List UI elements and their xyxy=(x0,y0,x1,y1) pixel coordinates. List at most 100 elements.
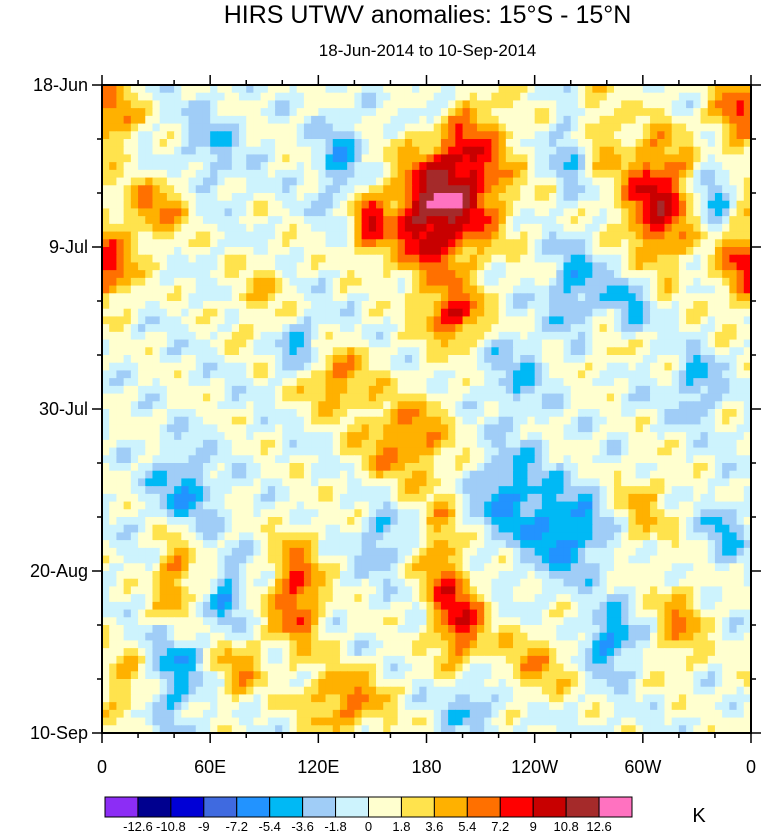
heatmap-cell xyxy=(577,154,586,163)
heatmap-cell xyxy=(498,177,507,186)
heatmap-cell xyxy=(613,185,622,194)
heatmap-cell xyxy=(404,486,413,495)
heatmap-cell xyxy=(491,123,500,132)
heatmap-cell xyxy=(267,493,276,503)
heatmap-cell xyxy=(130,486,139,495)
heatmap-cell xyxy=(231,470,240,480)
heatmap-cell xyxy=(202,439,211,449)
heatmap-cell xyxy=(253,470,262,480)
heatmap-cell xyxy=(433,277,442,287)
heatmap-cell xyxy=(347,355,355,364)
heatmap-cell xyxy=(267,131,276,140)
heatmap-cell xyxy=(462,262,471,271)
heatmap-cell xyxy=(592,501,601,510)
heatmap-cell xyxy=(577,293,586,302)
heatmap-cell xyxy=(145,355,154,364)
heatmap-cell xyxy=(729,169,738,179)
heatmap-cell xyxy=(628,177,637,186)
heatmap-cell xyxy=(650,339,658,348)
heatmap-cell xyxy=(253,139,262,148)
heatmap-cell xyxy=(686,339,694,348)
heatmap-cell xyxy=(657,324,666,333)
heatmap-cell xyxy=(700,169,709,179)
heatmap-cell xyxy=(505,324,514,333)
heatmap-cell xyxy=(549,455,557,464)
heatmap-cell xyxy=(145,409,154,418)
heatmap-cell xyxy=(606,239,615,248)
heatmap-cell xyxy=(361,262,370,271)
heatmap-cell xyxy=(563,231,572,240)
heatmap-cell xyxy=(210,270,218,279)
heatmap-cell xyxy=(202,416,211,426)
heatmap-cell xyxy=(174,185,182,194)
heatmap-cell xyxy=(289,416,298,426)
heatmap-cell xyxy=(123,416,132,426)
heatmap-cell xyxy=(397,277,406,287)
heatmap-cell xyxy=(419,339,428,348)
heatmap-cell xyxy=(195,301,204,310)
heatmap-cell xyxy=(354,424,363,433)
heatmap-cell xyxy=(513,100,521,109)
heatmap-cell xyxy=(455,85,464,94)
heatmap-cell xyxy=(585,154,593,163)
heatmap-cell xyxy=(505,239,514,248)
heatmap-cell xyxy=(491,108,500,117)
heatmap-cell xyxy=(577,424,586,433)
heatmap-cell xyxy=(476,208,485,217)
heatmap-cell xyxy=(390,247,399,256)
heatmap-cell xyxy=(671,501,680,510)
heatmap-cell xyxy=(491,162,500,171)
heatmap-cell xyxy=(123,100,132,109)
heatmap-cell xyxy=(239,154,247,163)
heatmap-cell xyxy=(664,455,673,464)
heatmap-cell xyxy=(621,293,630,302)
heatmap-cell xyxy=(102,115,110,125)
heatmap-cell xyxy=(289,285,298,294)
heatmap-cell xyxy=(419,231,428,240)
heatmap-cell xyxy=(318,455,327,464)
heatmap-cell xyxy=(174,270,182,279)
heatmap-cell xyxy=(476,131,485,140)
heatmap-cell xyxy=(159,169,168,179)
heatmap-cell xyxy=(138,92,146,102)
heatmap-cell xyxy=(397,478,406,487)
heatmap-cell xyxy=(433,447,442,456)
heatmap-cell xyxy=(563,277,572,287)
heatmap-cell xyxy=(621,115,630,125)
heatmap-cell xyxy=(570,131,579,140)
heatmap-cell xyxy=(152,293,161,302)
heatmap-cell xyxy=(188,370,197,379)
heatmap-cell xyxy=(484,177,492,186)
heatmap-cell xyxy=(469,339,478,348)
heatmap-cell xyxy=(722,470,730,480)
heatmap-cell xyxy=(275,331,283,341)
heatmap-cell xyxy=(599,362,608,372)
heatmap-cell xyxy=(426,316,435,325)
heatmap-cell xyxy=(116,293,125,302)
heatmap-cell xyxy=(657,339,666,348)
heatmap-cell xyxy=(174,301,182,310)
heatmap-cell xyxy=(102,470,110,480)
heatmap-cell xyxy=(152,115,161,125)
heatmap-cell xyxy=(246,478,255,487)
heatmap-cell xyxy=(700,185,709,194)
heatmap-cell xyxy=(404,424,413,433)
heatmap-cell xyxy=(318,370,327,379)
heatmap-cell xyxy=(253,169,262,179)
heatmap-cell xyxy=(267,308,276,318)
heatmap-cell xyxy=(455,324,464,333)
heatmap-cell xyxy=(354,501,363,510)
heatmap-cell xyxy=(419,185,428,194)
heatmap-cell xyxy=(498,432,507,441)
heatmap-cell xyxy=(577,208,586,217)
heatmap-cell xyxy=(412,486,420,495)
heatmap-cell xyxy=(628,231,637,240)
heatmap-cell xyxy=(231,409,240,418)
heatmap-cell xyxy=(282,231,291,240)
heatmap-cell xyxy=(635,162,644,171)
heatmap-cell xyxy=(123,293,132,302)
heatmap-cell xyxy=(383,208,392,217)
heatmap-cell xyxy=(260,100,269,109)
heatmap-cell xyxy=(246,108,255,117)
heatmap-cell xyxy=(397,185,406,194)
